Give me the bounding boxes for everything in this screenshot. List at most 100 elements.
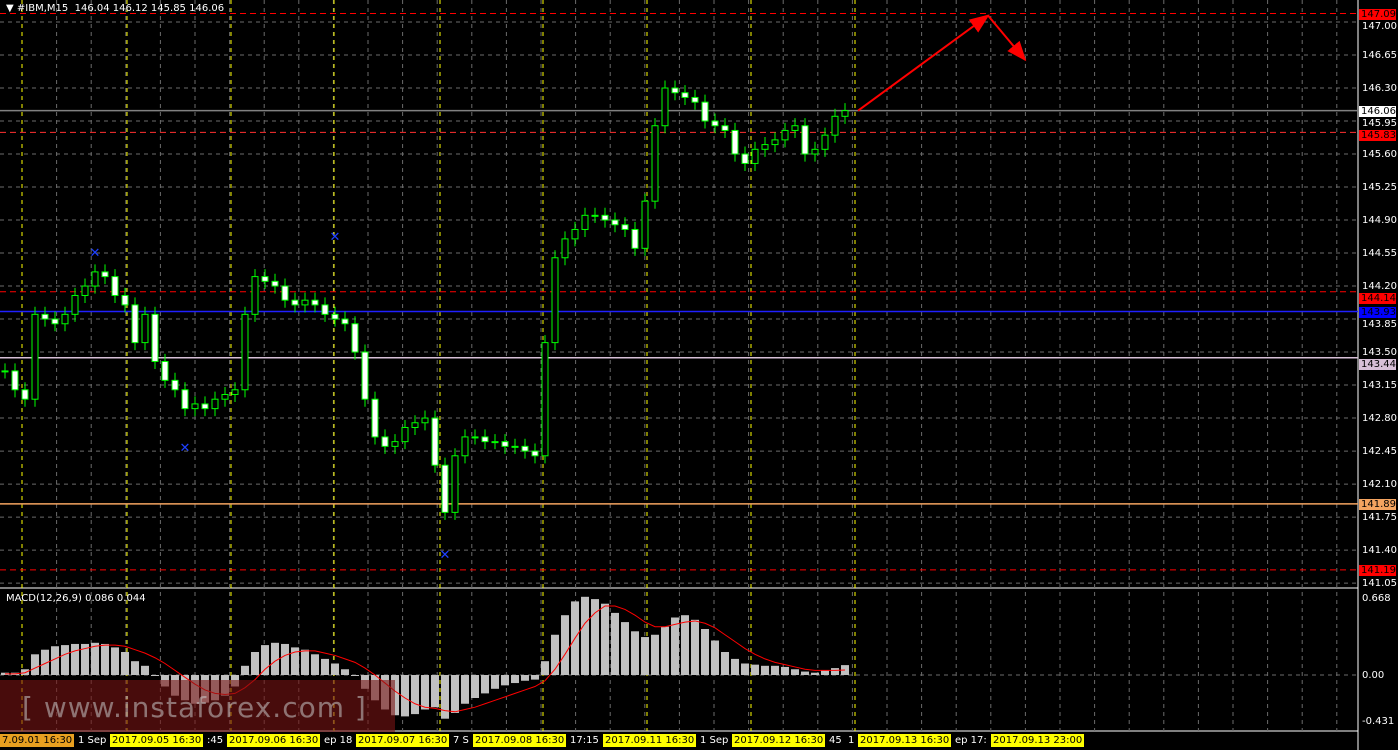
candle-body (31, 313, 39, 400)
time-axis-label: 1 (848, 735, 855, 746)
candle-body (471, 436, 479, 439)
time-axis-label: 2017.09.12 16:30 (732, 734, 826, 747)
macd-histogram-bar (731, 658, 739, 675)
candle-body (551, 257, 559, 344)
macd-histogram-bar (21, 669, 29, 675)
macd-histogram-bar (111, 647, 119, 675)
macd-histogram-bar (541, 661, 549, 675)
candle-body (731, 129, 739, 155)
candle-body (371, 398, 379, 438)
candle-body (431, 417, 439, 466)
candle-body (91, 271, 99, 287)
candle-body (71, 294, 79, 315)
macd-histogram-bar (251, 652, 259, 675)
fractal-marker-icon: ✕ (440, 548, 451, 563)
candle-body (121, 294, 129, 306)
time-axis-label: 2017.09.11 16:30 (603, 734, 697, 747)
macd-histogram-bar (71, 643, 79, 675)
candle-body (631, 228, 639, 249)
time-axis-label: :45 (207, 735, 224, 746)
candle-body (381, 436, 389, 447)
macd-histogram-bar (401, 675, 409, 717)
macd-label: MACD(12,26,9) 0.086 0.044 (6, 593, 146, 604)
time-axis-label: 2017.09.07 16:30 (356, 734, 450, 747)
macd-histogram-bar (511, 675, 519, 684)
macd-histogram-bar (491, 675, 499, 689)
candle-body (351, 323, 359, 353)
price-tick-label: 144.90 (1362, 215, 1397, 227)
candle-body (271, 280, 279, 287)
macd-histogram-bar (581, 596, 589, 675)
macd-histogram-bar (291, 647, 299, 675)
candle-body (781, 129, 789, 141)
price-tick-label: 143.50 (1362, 347, 1397, 359)
candle-body (251, 276, 259, 315)
macd-histogram-bar (421, 675, 429, 710)
price-tick-label: 143.85 (1362, 318, 1397, 330)
macd-histogram-bar (351, 675, 359, 676)
candle-body (681, 92, 689, 98)
macd-histogram-bar (281, 643, 289, 675)
candle-body (801, 125, 809, 155)
candle-body (481, 436, 489, 443)
price-tick-label: 142.45 (1362, 446, 1397, 458)
time-axis-label: 45 (829, 735, 842, 746)
candle-body (711, 120, 719, 127)
price-tick-label: 141.40 (1362, 545, 1397, 557)
candle-body (791, 125, 799, 131)
candle-body (391, 441, 399, 447)
price-tick-label: 141.05 (1362, 578, 1397, 590)
macd-histogram-bar (101, 643, 109, 675)
price-level-tag: 144.14 (1359, 293, 1396, 305)
time-axis-label: 2017.09.05 16:30 (110, 734, 204, 747)
ohlc-values: 146.04 146.12 145.85 146.06 (74, 3, 225, 14)
candle-body (571, 228, 579, 240)
macd-histogram-bar (531, 675, 539, 680)
candle-body (21, 389, 29, 400)
candle-body (361, 351, 369, 400)
price-tick-label: 142.80 (1362, 413, 1397, 425)
macd-histogram-bar (811, 672, 819, 675)
macd-histogram-bar (341, 669, 349, 675)
candle-body (211, 398, 219, 410)
macd-histogram-bar (651, 634, 659, 675)
price-tick-label: 142.10 (1362, 479, 1397, 491)
macd-histogram-bar (591, 599, 599, 675)
candle-body (1, 370, 9, 373)
candle-body (511, 445, 519, 448)
price-tick-label: 145.95 (1362, 117, 1397, 129)
candle-body (111, 276, 119, 296)
candle-body (591, 214, 599, 217)
candle-body (831, 115, 839, 136)
candle-body (441, 464, 449, 513)
candle-body (131, 304, 139, 344)
macd-histogram-bar (471, 675, 479, 698)
fractal-marker-icon: ✕ (180, 441, 191, 456)
macd-histogram-bar (661, 626, 669, 675)
price-tick-label: 146.30 (1362, 83, 1397, 94)
macd-signal-line (5, 605, 846, 713)
price-tick-label: 146.65 (1362, 50, 1397, 61)
candle-body (411, 422, 419, 428)
macd-histogram-bar (91, 642, 99, 675)
macd-histogram-bar (321, 658, 329, 675)
macd-histogram-bar (601, 603, 609, 675)
macd-histogram-bar (461, 675, 469, 704)
macd-histogram-bar (41, 649, 49, 675)
macd-histogram-bar (141, 665, 149, 675)
macd-histogram-bar (271, 642, 279, 675)
watermark-logo: [ www.instaforex.com ] (22, 691, 367, 724)
time-axis-label: 7.09.01 16:30 (0, 734, 75, 747)
price-tick-label: 145.25 (1362, 182, 1397, 194)
macd-histogram-bar (611, 612, 619, 675)
macd-histogram-bar (551, 634, 559, 675)
time-axis-label: 2017.09.06 16:30 (227, 734, 321, 747)
macd-histogram-bar (781, 666, 789, 675)
watermark-band (0, 680, 395, 732)
candle-body (281, 285, 289, 301)
candle-body (301, 299, 309, 306)
candle-body (601, 214, 609, 221)
candle-body (151, 313, 159, 362)
time-axis-label: ep 17: (955, 735, 987, 746)
